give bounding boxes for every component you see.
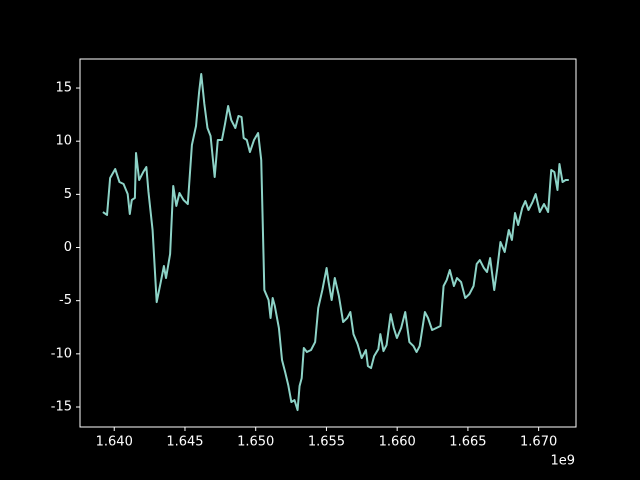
- x-offset-label: 1e9: [550, 454, 575, 469]
- x-tick-label: 1.665: [449, 435, 486, 450]
- data-line: [102, 72, 569, 412]
- x-tick-label: 1.640: [96, 435, 133, 450]
- y-tick-label: -5: [59, 293, 72, 308]
- x-tick-label: 1.660: [379, 435, 416, 450]
- y-tick-label: 10: [55, 134, 72, 149]
- y-tick-label: -15: [51, 400, 72, 415]
- x-tick-label: 1.655: [308, 435, 345, 450]
- x-tick-label: 1.650: [237, 435, 274, 450]
- y-tick-label: 15: [55, 81, 72, 96]
- y-tick-label: 0: [64, 240, 72, 255]
- axes-frame: [79, 58, 577, 428]
- y-tick-label: 5: [64, 187, 72, 202]
- y-tick-label: -10: [51, 346, 72, 361]
- x-tick-label: 1.645: [166, 435, 203, 450]
- x-tick-label: 1.670: [520, 435, 557, 450]
